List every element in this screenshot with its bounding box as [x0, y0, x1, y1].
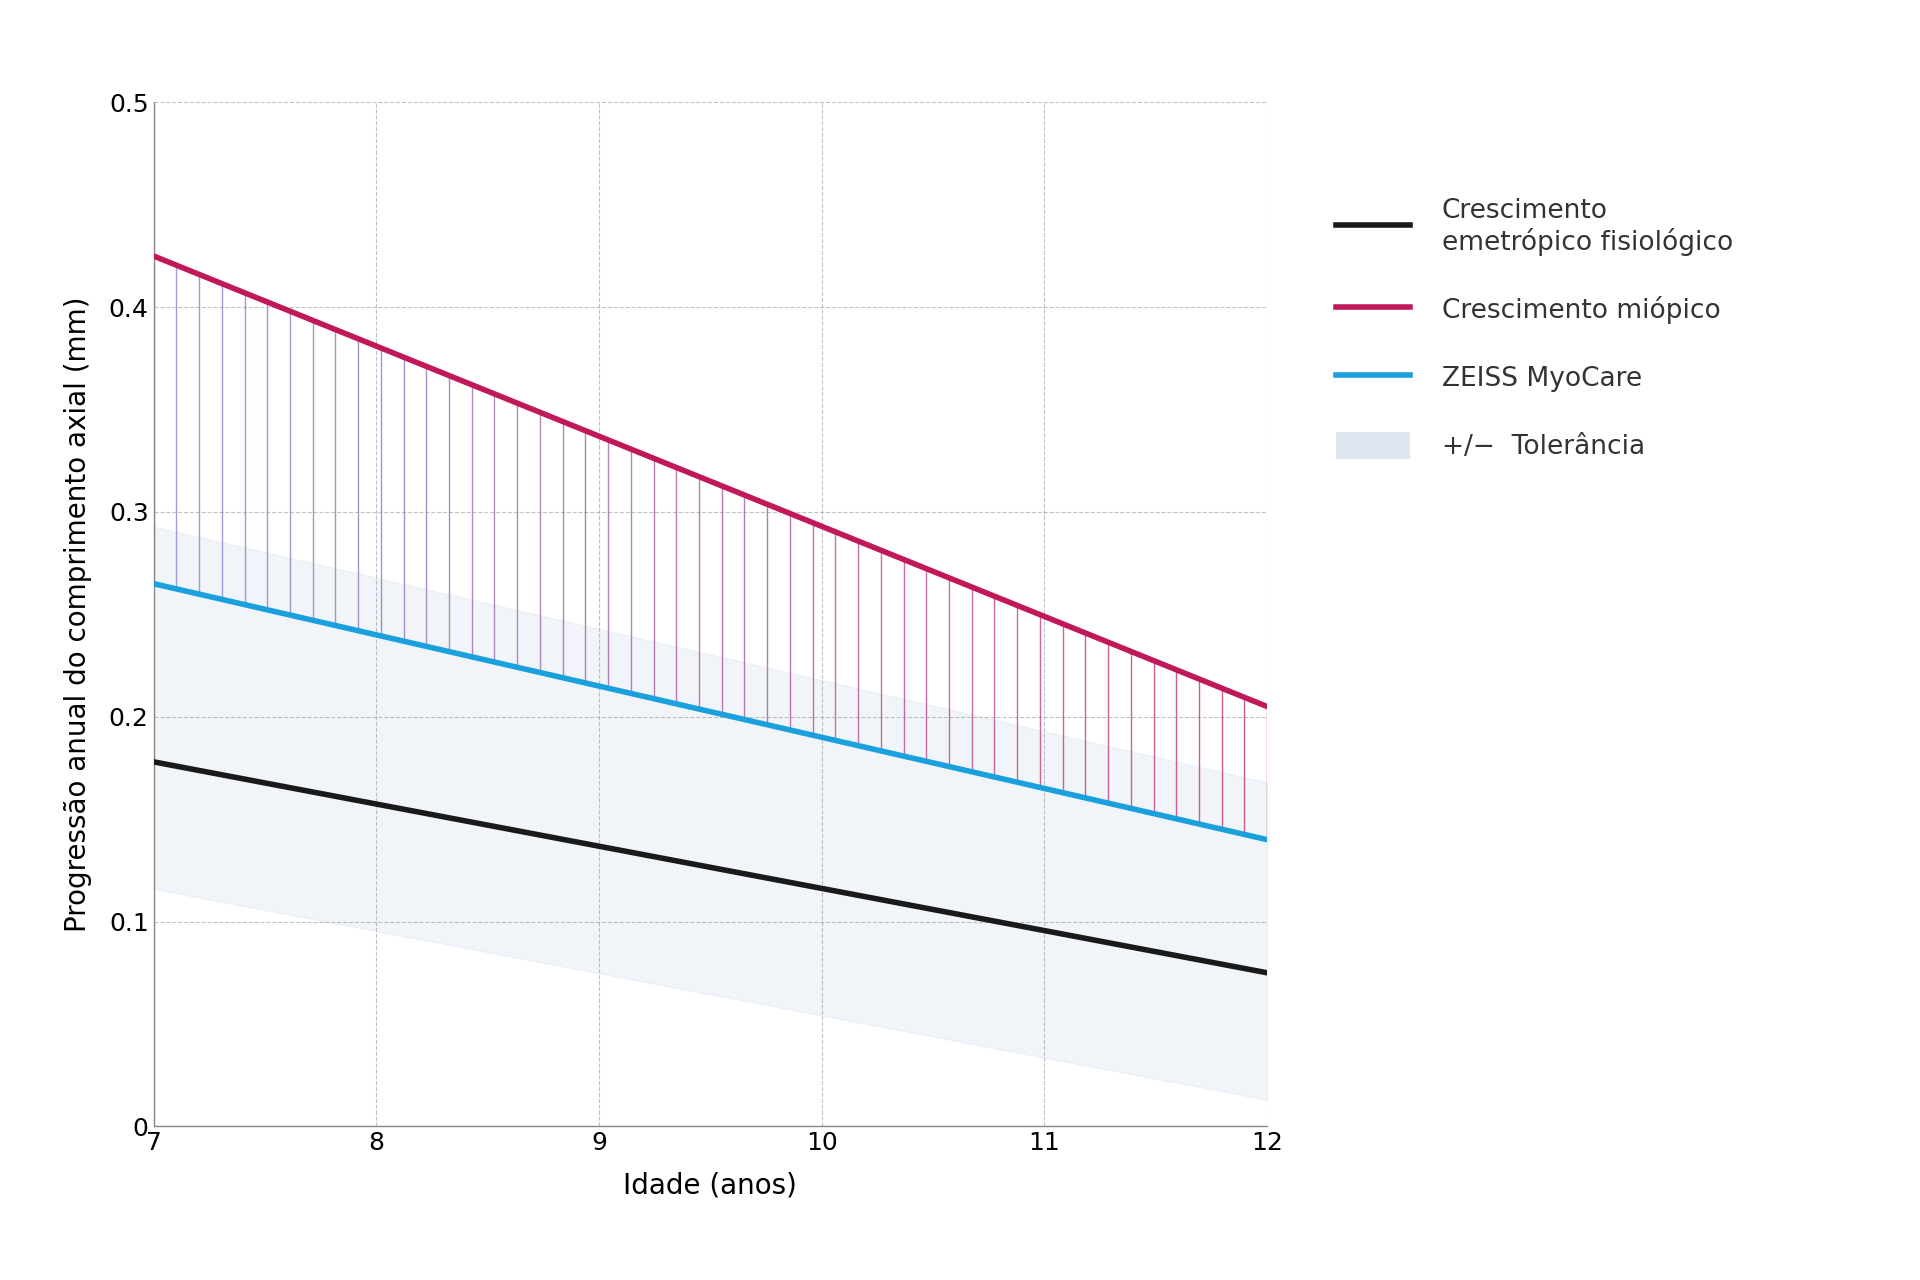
Legend: Crescimento
emetrópico fisiológico, Crescimento miópico, ZEISS MyoCare, +/−  Tol: Crescimento emetrópico fisiológico, Cres…: [1336, 197, 1734, 460]
Y-axis label: Progressão anual do comprimento axial (mm): Progressão anual do comprimento axial (m…: [63, 297, 92, 932]
X-axis label: Idade (anos): Idade (anos): [624, 1172, 797, 1199]
